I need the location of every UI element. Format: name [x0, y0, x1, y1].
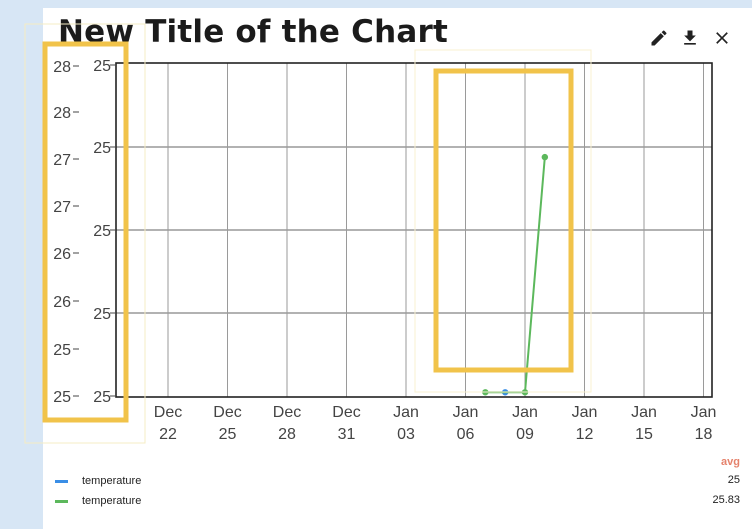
- y-tick-label-left: 25: [53, 389, 71, 406]
- highlight-box-yaxis: [42, 41, 129, 423]
- x-tick-label-day: 31: [338, 426, 356, 443]
- legend-item-temperature-blue[interactable]: temperature: [55, 474, 141, 488]
- x-tick-label-day: 12: [576, 426, 594, 443]
- edit-button[interactable]: [649, 28, 669, 48]
- legend-value: 25.83: [712, 494, 740, 506]
- chart-annotations: [24, 23, 592, 444]
- y-tick-label-left: 28: [53, 105, 71, 122]
- y-tick-label-inner: 25: [93, 389, 111, 406]
- legend-value: 25: [727, 474, 740, 486]
- y-tick-label-inner: 25: [93, 306, 111, 323]
- download-icon: [684, 30, 696, 45]
- y-tick-label-left: 27: [53, 199, 71, 216]
- x-tick-label-day: 25: [219, 426, 237, 443]
- data-point: [541, 153, 549, 161]
- highlight-box-series: [433, 68, 574, 373]
- x-tick-label-day: 28: [278, 426, 296, 443]
- y-tick-label-left: 26: [53, 294, 71, 311]
- chart-grid: [115, 62, 713, 398]
- legend-avg-header: avg: [721, 456, 740, 468]
- download-button[interactable]: [680, 28, 700, 48]
- x-tick-label-month: Jan: [691, 404, 717, 421]
- y-tick-label-inner: 25: [93, 223, 111, 240]
- chart-series: [482, 153, 549, 396]
- x-tick-label-day: 03: [397, 426, 415, 443]
- y-tick-label-left: 28: [53, 59, 71, 76]
- highlight-box-faint: [24, 23, 146, 444]
- legend-label: temperature: [82, 475, 142, 487]
- x-tick-label-month: Jan: [393, 404, 419, 421]
- x-tick-label-day: 18: [695, 426, 713, 443]
- highlight-box-faint: [414, 49, 592, 393]
- legend-swatch: [55, 499, 68, 503]
- x-tick-label-month: Jan: [453, 404, 479, 421]
- x-tick-label-day: 22: [159, 426, 177, 443]
- chart-widget: [43, 8, 752, 529]
- legend-item-temperature-green[interactable]: temperature: [55, 494, 141, 508]
- x-tick-label-day: 15: [635, 426, 653, 443]
- x-tick-label-month: Dec: [154, 404, 182, 421]
- x-tick-label-month: Dec: [213, 404, 241, 421]
- chart-ticks: Dec 22 Dec 25 Dec 28 Dec 31 Jan 03 Jan 06 Jan 09 Jan 12…: [53, 58, 716, 443]
- x-tick-label-month: Jan: [512, 404, 538, 421]
- x-tick-label-day: 09: [516, 426, 534, 443]
- y-tick-label-left: 25: [53, 342, 71, 359]
- legend-label: temperature: [82, 495, 142, 507]
- x-tick-label-day: 06: [457, 426, 475, 443]
- y-tick-label-left: 27: [53, 152, 71, 169]
- x-tick-label-month: Jan: [631, 404, 657, 421]
- legend-swatch: [55, 479, 68, 483]
- y-tick-label-inner: 25: [93, 58, 111, 75]
- y-tick-label-left: 26: [53, 246, 71, 263]
- close-icon: [716, 32, 728, 44]
- series-line-1: [485, 157, 546, 394]
- close-button[interactable]: [712, 28, 732, 48]
- y-tick-label-inner: 25: [93, 140, 111, 157]
- x-tick-label-month: Jan: [572, 404, 598, 421]
- pencil-icon: [651, 30, 667, 46]
- x-tick-label-month: Dec: [273, 404, 301, 421]
- x-tick-label-month: Dec: [332, 404, 360, 421]
